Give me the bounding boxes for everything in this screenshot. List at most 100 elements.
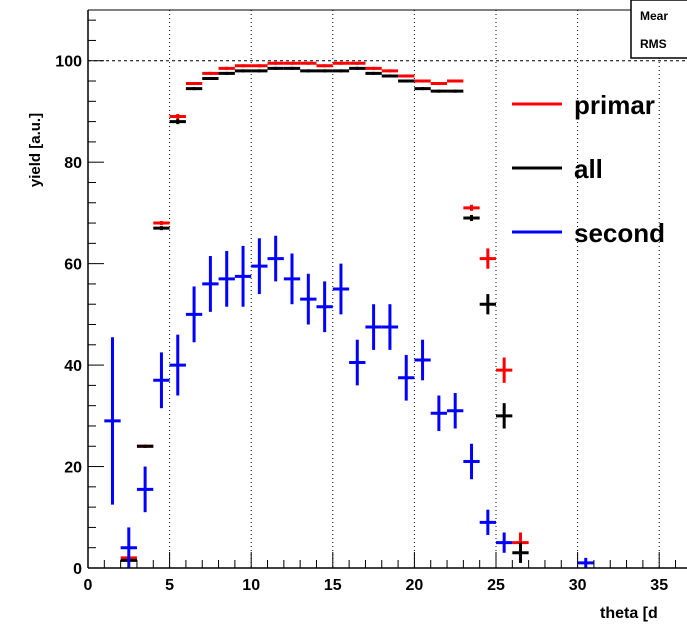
stats-box: Mear RMS xyxy=(630,0,687,59)
data-point-all xyxy=(251,69,268,73)
legend: primar all second xyxy=(512,90,665,248)
data-point-second xyxy=(185,286,203,343)
x-tick-label: 10 xyxy=(242,577,260,594)
grid-layer xyxy=(88,10,687,568)
x-tick-label: 30 xyxy=(569,577,587,594)
data-point-all xyxy=(234,69,252,73)
data-point-primar xyxy=(300,61,317,65)
y-tick-label: 80 xyxy=(64,155,82,172)
data-point-primar xyxy=(316,64,333,68)
data-point-primar xyxy=(479,248,496,269)
data-point-all xyxy=(185,87,203,91)
y-axis-label: yield [a.u.] xyxy=(27,113,44,187)
data-point-all xyxy=(479,294,496,315)
data-point-primar xyxy=(202,71,219,75)
data-point-second xyxy=(202,256,219,312)
data-point-primar xyxy=(463,204,480,211)
data-point-primar xyxy=(234,64,252,68)
data-point-second xyxy=(349,339,366,386)
data-point-all xyxy=(169,119,186,125)
x-tick-label: 20 xyxy=(406,577,424,594)
y-tick-label: 20 xyxy=(64,460,82,477)
data-point-all xyxy=(414,87,431,91)
data-point-all xyxy=(202,76,219,81)
data-point-all xyxy=(267,66,284,70)
data-point-all xyxy=(153,226,170,231)
data-point-primar xyxy=(398,74,415,78)
data-point-primar xyxy=(496,357,513,383)
data-point-primar xyxy=(218,66,235,70)
data-point-second xyxy=(300,273,317,325)
y-tick-label: 40 xyxy=(64,358,82,375)
stats-box-line: RMS xyxy=(640,37,667,51)
data-point-second xyxy=(496,532,513,553)
data-point-all xyxy=(300,69,317,73)
data-point-all xyxy=(332,69,350,73)
y-tick-label: 100 xyxy=(55,54,82,71)
data-point-second xyxy=(169,334,186,396)
legend-label-primar: primar xyxy=(574,90,655,120)
legend-label-all: all xyxy=(574,154,603,184)
data-point-primar xyxy=(169,113,186,120)
data-point-primar xyxy=(185,82,203,86)
data-point-all xyxy=(136,444,154,448)
data-point-primar xyxy=(153,221,170,226)
data-point-second xyxy=(332,263,350,315)
data-point-second xyxy=(120,527,137,568)
data-point-primar xyxy=(430,82,448,86)
data-point-primar xyxy=(267,61,284,65)
data-point-primar xyxy=(414,79,431,83)
data-point-all xyxy=(447,89,464,93)
data-point-all xyxy=(496,403,513,429)
data-point-all xyxy=(283,66,301,70)
data-point-all xyxy=(381,74,399,78)
data-point-all xyxy=(398,79,415,83)
data-point-primar xyxy=(251,64,268,68)
data-point-second xyxy=(316,281,333,333)
data-point-all xyxy=(430,89,448,93)
data-point-all xyxy=(316,69,333,73)
axes-layer: 0 20 40 60 80 100 0 5 10 15 20 25 30 35 xyxy=(55,9,687,594)
x-tick-label: 15 xyxy=(324,577,342,594)
data-point-second xyxy=(414,339,431,381)
data-point-second xyxy=(430,395,448,432)
legend-label-second: second xyxy=(574,218,665,248)
data-point-second xyxy=(398,354,415,401)
y-tick-label: 60 xyxy=(64,257,82,274)
data-point-second xyxy=(218,250,235,307)
data-point-second xyxy=(463,443,480,480)
data-point-second xyxy=(381,304,399,350)
data-point-second xyxy=(365,304,382,350)
x-tick-label: 35 xyxy=(650,577,668,594)
y-tick-label: 0 xyxy=(73,561,82,578)
stats-box-line: Mear xyxy=(640,9,668,23)
x-tick-label: 5 xyxy=(165,577,174,594)
data-point-primar xyxy=(447,79,464,83)
data-point-primar xyxy=(381,69,399,73)
data-point-second xyxy=(267,235,284,282)
x-tick-label: 25 xyxy=(487,577,505,594)
data-point-all xyxy=(512,542,529,563)
data-point-second xyxy=(251,238,268,295)
data-point-second xyxy=(577,557,594,568)
data-point-primar xyxy=(365,66,382,70)
data-point-primar xyxy=(283,61,301,65)
data-point-second xyxy=(479,509,496,536)
data-point-second xyxy=(136,466,154,513)
data-layer xyxy=(104,61,594,568)
data-point-all xyxy=(218,71,235,75)
data-point-primar xyxy=(349,61,366,65)
data-point-all xyxy=(349,66,366,70)
data-point-all xyxy=(463,214,480,222)
data-point-second xyxy=(104,337,121,505)
x-tick-label: 0 xyxy=(84,577,93,594)
data-point-all xyxy=(365,71,382,75)
data-point-primar xyxy=(332,61,350,65)
stats-box-frame xyxy=(630,0,687,59)
data-point-second xyxy=(283,253,301,305)
data-point-second xyxy=(447,392,464,429)
x-axis-label: theta [d xyxy=(600,605,658,622)
data-point-second xyxy=(234,245,252,307)
